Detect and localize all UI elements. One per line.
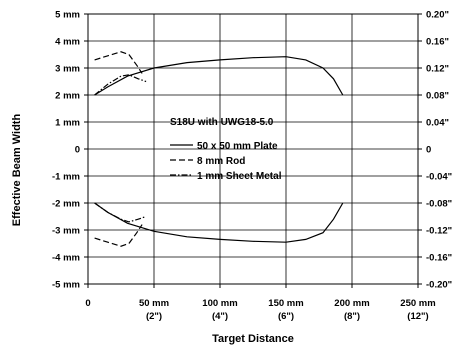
x-tick-label: 50 mm — [139, 298, 169, 309]
y-tick-label-right: -0.04" — [426, 172, 452, 183]
y-tick-label-left: -3 mm — [52, 226, 80, 237]
x-axis-title: Target Distance — [212, 333, 294, 345]
legend-label-sheet: 1 mm Sheet Metal — [197, 171, 282, 182]
legend-label-plate: 50 x 50 mm Plate — [197, 141, 278, 152]
y-tick-label-left: 3 mm — [55, 64, 80, 75]
legend: S18U with UWG18-5.0 50 x 50 mm Plate 8 m… — [170, 117, 282, 182]
y-tick-label-left: 0 — [75, 145, 80, 156]
y-axis-title: Effective Beam Width — [11, 114, 23, 227]
y-axis-left: 5 mm 4 mm 3 mm 2 mm 1 mm 0 -1 mm -2 mm -3 mm -4 m… — [52, 10, 88, 291]
y-tick-label-left: -4 mm — [52, 253, 80, 264]
x-tick-sublabel: (8") — [344, 311, 360, 322]
y-tick-label-right: -0.16" — [426, 253, 452, 264]
series-group — [94, 51, 344, 247]
series-line-0-upper — [94, 56, 344, 96]
y-tick-label-right: 0.12" — [426, 64, 449, 75]
x-tick-label: 250 mm — [400, 298, 435, 309]
y-tick-label-left: 4 mm — [55, 37, 80, 48]
y-tick-label-right: 0.04" — [426, 118, 449, 129]
series-line-0-lower — [94, 202, 344, 243]
legend-label-rod: 8 mm Rod — [197, 156, 245, 167]
legend-title: S18U with UWG18-5.0 — [170, 117, 274, 128]
y-tick-label-right: -0.20" — [426, 280, 452, 291]
x-tick-label: 100 mm — [202, 298, 237, 309]
y-tick-label-right: 0.08" — [426, 91, 449, 102]
y-tick-label-right: -0.12" — [426, 226, 452, 237]
x-tick-sublabel: (6") — [278, 311, 294, 322]
series-line-1-upper — [94, 51, 143, 74]
y-tick-label-left: -2 mm — [52, 199, 80, 210]
y-tick-label-left: -5 mm — [52, 280, 80, 291]
y-axis-right: 0.20" 0.16" 0.12" 0.08" 0.04" 0 -0.04" -0.08" -0… — [418, 10, 452, 291]
x-tick-sublabel: (12") — [407, 311, 428, 322]
x-tick-label: 200 mm — [334, 298, 369, 309]
series-line-1-lower — [94, 224, 143, 247]
y-tick-label-right: 0 — [426, 145, 431, 156]
y-tick-label-left: 2 mm — [55, 91, 80, 102]
y-tick-label-right: -0.08" — [426, 199, 452, 210]
x-tick-sublabel: (2") — [146, 311, 162, 322]
y-tick-label-left: 5 mm — [55, 10, 80, 21]
y-tick-label-left: 1 mm — [55, 118, 80, 129]
y-tick-label-right: 0.20" — [426, 10, 449, 21]
series-line-2-lower — [94, 202, 147, 223]
x-tick-label: 150 mm — [268, 298, 303, 309]
x-tick-label: 0 — [85, 298, 90, 309]
x-axis: 0 50 mm (2") 100 mm (4") 150 mm (6") 200 mm (8")… — [85, 284, 436, 322]
x-tick-sublabel: (4") — [212, 311, 228, 322]
series-line-2-upper — [94, 74, 147, 96]
grid — [88, 14, 418, 284]
y-tick-label-left: -1 mm — [52, 172, 80, 183]
y-tick-label-right: 0.16" — [426, 37, 449, 48]
